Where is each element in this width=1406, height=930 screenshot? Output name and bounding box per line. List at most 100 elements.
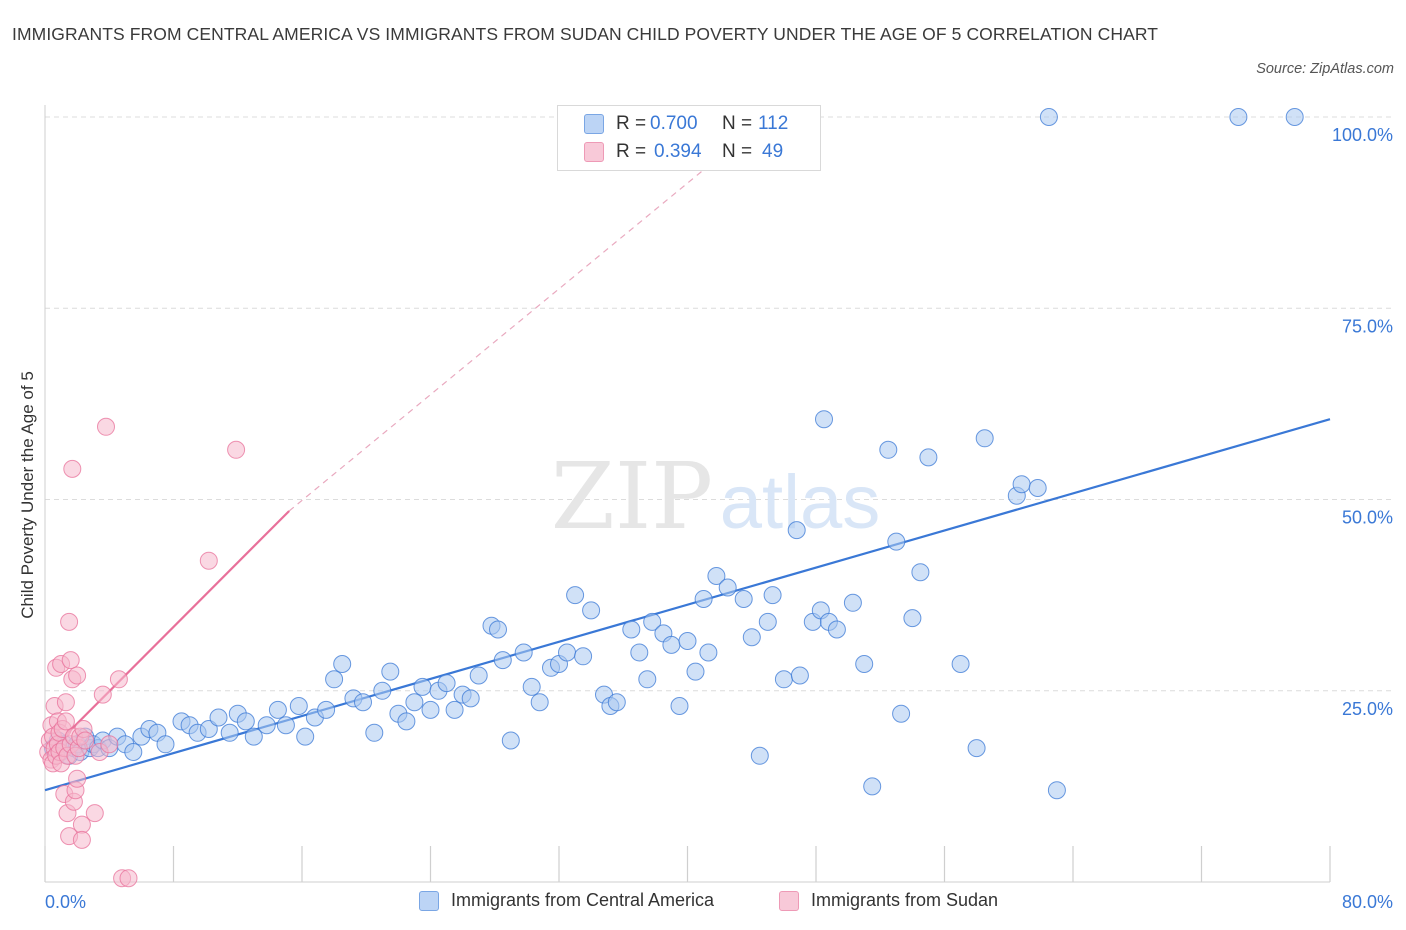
point-central-america: [325, 670, 344, 689]
point-central-america: [903, 609, 922, 628]
point-central-america: [662, 635, 681, 654]
point-central-america: [863, 777, 882, 796]
point-central-america: [220, 723, 239, 742]
point-central-america: [855, 655, 874, 673]
point-sudan: [61, 651, 80, 670]
point-central-america: [199, 720, 218, 738]
point-central-america: [774, 670, 793, 689]
r-label: R =: [616, 113, 647, 134]
watermark-zip: ZIP: [551, 443, 713, 550]
point-central-america: [622, 620, 641, 639]
point-central-america: [421, 700, 440, 719]
point-central-america: [694, 590, 713, 608]
point-central-america: [951, 655, 970, 673]
point-central-america: [469, 666, 488, 685]
grid-lines: [45, 116, 1395, 692]
n-value: 49: [762, 141, 784, 162]
point-central-america: [489, 620, 507, 639]
point-central-america: [1285, 108, 1304, 126]
x-tick-label: 80.0%: [1342, 892, 1393, 912]
r-value: 0.394: [654, 141, 702, 162]
y-tick-label: 25.0%: [1342, 699, 1393, 719]
y-tick-label: 75.0%: [1342, 316, 1393, 336]
data-points: [39, 108, 1304, 888]
point-sudan: [63, 459, 82, 478]
point-central-america: [734, 590, 753, 608]
point-sudan: [93, 685, 112, 704]
legend-label: Immigrants from Sudan: [811, 890, 999, 910]
point-sudan: [109, 670, 128, 689]
point-central-america: [405, 693, 424, 712]
point-central-america: [514, 643, 533, 662]
point-central-america: [892, 704, 911, 723]
point-central-america: [967, 739, 986, 758]
pink-swatch-icon: [779, 890, 799, 911]
point-sudan: [85, 804, 104, 823]
point-central-america: [879, 440, 898, 459]
point-sudan: [199, 551, 218, 570]
point-central-america: [758, 612, 777, 631]
legend-item-central-america[interactable]: Immigrants from Central America: [419, 890, 714, 911]
series-legend: Immigrants from Central America Immigran…: [0, 888, 1406, 916]
point-central-america: [686, 662, 705, 681]
stats-legend-row-pink: R = 0.394 N = 49: [584, 139, 783, 165]
point-central-america: [643, 612, 662, 631]
point-central-america: [607, 693, 626, 712]
point-central-america: [911, 563, 930, 582]
point-central-america: [156, 735, 175, 754]
point-central-america: [1039, 108, 1058, 126]
watermark: ZIP atlas: [551, 443, 880, 550]
point-central-america: [1012, 475, 1031, 494]
point-central-america: [815, 410, 833, 429]
point-sudan: [68, 769, 87, 788]
trend-line-sudan: [44, 510, 290, 757]
legend-item-sudan[interactable]: Immigrants from Sudan: [779, 890, 998, 911]
point-sudan: [56, 693, 75, 712]
point-central-america: [268, 700, 287, 719]
point-central-america: [699, 643, 718, 662]
point-central-america: [493, 651, 512, 670]
trend-extension-sudan: [288, 116, 769, 512]
point-central-america: [1028, 479, 1047, 497]
tick-labels: 100.0% 75.0% 50.0% 25.0% 0.0% 80.0%: [45, 125, 1393, 912]
point-sudan: [56, 712, 75, 731]
r-label: R =: [616, 141, 647, 162]
blue-swatch-icon: [584, 114, 604, 134]
y-axis-label: Child Poverty Under the Age of 5: [18, 371, 37, 619]
n-value: 112: [758, 113, 789, 134]
point-central-america: [276, 716, 295, 735]
point-central-america: [1047, 781, 1066, 800]
point-central-america: [501, 731, 520, 750]
point-sudan: [119, 869, 138, 888]
point-central-america: [530, 693, 549, 712]
point-central-america: [763, 586, 782, 605]
point-central-america: [257, 716, 276, 735]
point-central-america: [887, 532, 906, 551]
point-central-america: [365, 723, 384, 742]
point-central-america: [437, 674, 456, 693]
point-central-america: [566, 586, 585, 605]
point-central-america: [718, 578, 737, 597]
point-central-america: [317, 700, 336, 719]
point-central-america: [843, 593, 862, 612]
stats-legend-row-blue: R = 0.700 N = 112: [584, 111, 788, 137]
point-central-america: [558, 643, 576, 662]
point-central-america: [750, 746, 769, 765]
point-sudan: [68, 666, 87, 685]
point-central-america: [1229, 108, 1248, 126]
blue-swatch-icon: [419, 890, 439, 911]
point-central-america: [975, 429, 994, 448]
point-sudan: [97, 417, 115, 436]
point-central-america: [827, 620, 846, 639]
pink-swatch-icon: [584, 142, 604, 162]
point-central-america: [373, 681, 392, 700]
axes: [44, 105, 1331, 883]
point-central-america: [354, 693, 372, 712]
point-central-america: [244, 727, 263, 746]
point-sudan: [72, 830, 91, 849]
point-sudan: [60, 612, 79, 631]
stats-legend: R = 0.700 N = 112 R = 0.394 N = 49: [557, 105, 821, 171]
point-central-america: [638, 670, 657, 689]
point-central-america: [678, 632, 697, 650]
